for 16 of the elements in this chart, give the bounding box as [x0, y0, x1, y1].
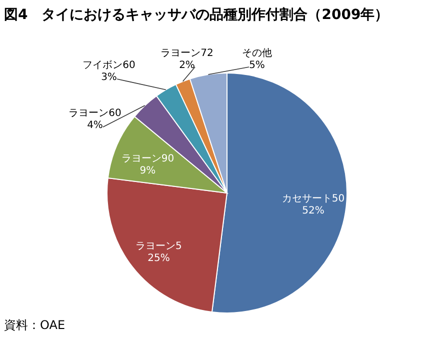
slice-label: ラヨーン90: [121, 154, 174, 165]
data-label: 52%: [302, 205, 324, 216]
slice-label: ラヨーン5: [136, 240, 182, 252]
slice-label: その他: [242, 47, 272, 59]
data-label: 2%: [179, 60, 195, 71]
slice-label: ラヨーン60: [68, 108, 122, 119]
data-label: 5%: [249, 60, 265, 71]
slice-label: カセサート50: [282, 193, 345, 204]
slice-label: フイボン60: [82, 60, 136, 71]
slice-label: ラヨーン72: [160, 48, 214, 59]
text: 資料：OAE: [4, 318, 66, 332]
data-label: 3%: [101, 72, 117, 83]
data-label: 9%: [140, 166, 156, 177]
data-label: 4%: [87, 120, 103, 131]
chart-title: 図4 タイにおけるキャッサバの品種別作付割合（2009年）: [4, 6, 389, 23]
data-label: 25%: [148, 252, 170, 264]
